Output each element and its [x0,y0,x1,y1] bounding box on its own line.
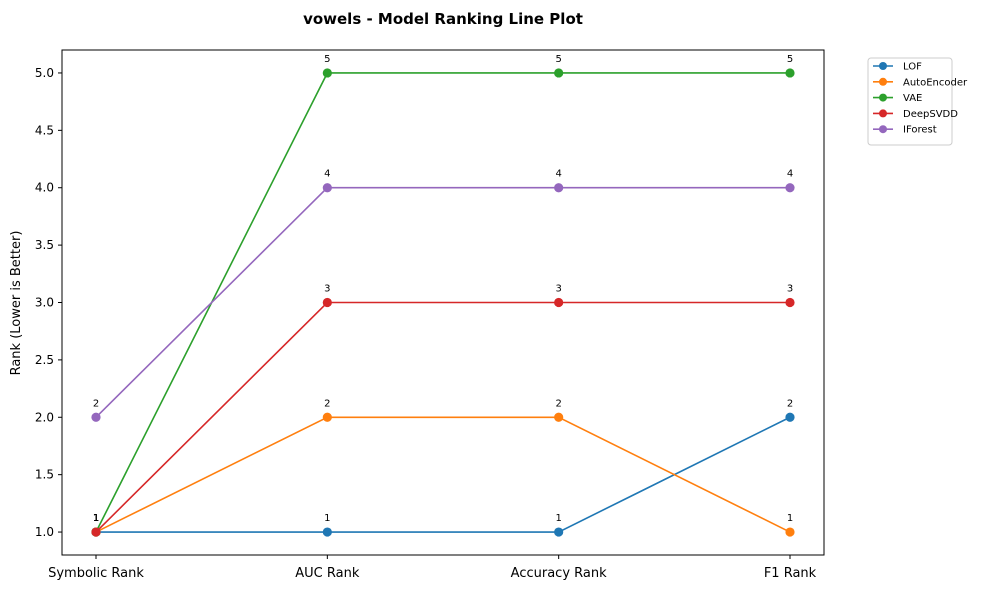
data-label: 1 [93,513,99,524]
legend-marker [879,125,887,134]
series-line-deepsvdd [95,301,790,533]
data-label: 2 [787,398,793,409]
data-label: 2 [324,398,330,409]
data-label: 3 [324,284,330,295]
x-tick-label: Accuracy Rank [511,566,607,581]
legend-label: AutoEncoder [903,77,968,88]
legend-marker [879,93,887,102]
data-label: 1 [93,513,99,524]
chart-title: vowels - Model Ranking Line Plot [303,10,583,28]
data-label: 1 [555,513,561,524]
data-point [785,183,795,193]
data-point [785,412,795,422]
data-point [322,297,332,308]
data-label: 3 [787,284,793,295]
data-label: 1 [324,513,330,524]
legend-label: IForest [903,125,937,136]
series-line-lof [96,416,791,533]
legend-marker [879,77,887,86]
data-label: 5 [324,54,330,65]
y-tick-label: 4.0 [35,181,54,195]
data-point [91,527,101,537]
legend-marker [879,62,887,70]
y-tick-label: 4.5 [35,123,54,137]
x-tick-label: Symbolic Rank [48,566,144,581]
legend: LOF AutoEncoder VAE DeepSVDD IForest [867,57,968,146]
data-label: 5 [555,54,561,65]
data-label: 5 [787,54,793,65]
legend-label: LOF [903,62,922,73]
data-label: 4 [324,169,330,180]
y-tick-label: 1.5 [35,468,54,482]
legend-label: DeepSVDD [903,109,958,120]
data-point [322,412,332,422]
data-point [322,527,332,537]
data-point [322,68,332,78]
legend-box [867,57,953,146]
data-point [554,527,564,537]
y-tick-label: 5.0 [35,66,54,80]
legend-label: VAE [903,93,922,104]
data-point [554,297,564,308]
x-tick-label: F1 Rank [764,566,817,581]
y-tick-label: 2.0 [35,410,54,424]
data-point [322,183,332,193]
data-point [785,297,795,308]
y-axis-label: Rank (Lower is Better) [9,231,24,376]
data-point [91,412,101,422]
y-tick-label: 3.5 [35,238,54,252]
series-line-iforest [95,186,790,418]
data-label: 4 [555,169,561,180]
data-label: 2 [93,398,99,409]
plot-area: 1.0 1.5 2.0 2.5 3.0 3.5 4.0 4.5 5.0 Symbolic Rank… [35,49,825,581]
data-point [785,527,795,537]
data-label: 1 [93,513,99,524]
y-tick-label: 2.5 [35,353,54,367]
series-line-autoencoder [95,416,791,533]
data-point [554,183,564,193]
data-point [785,68,795,78]
data-label: 3 [555,284,561,295]
y-tick-label: 1.0 [35,525,54,539]
legend-marker [879,109,887,118]
data-label: 2 [555,398,561,409]
data-point [554,68,564,78]
data-label: 1 [787,513,793,524]
x-tick-label: AUC Rank [295,566,360,581]
data-label: 1 [93,513,99,524]
data-label: 4 [787,169,793,180]
y-tick-label: 3.0 [35,296,54,310]
data-point [554,412,564,422]
